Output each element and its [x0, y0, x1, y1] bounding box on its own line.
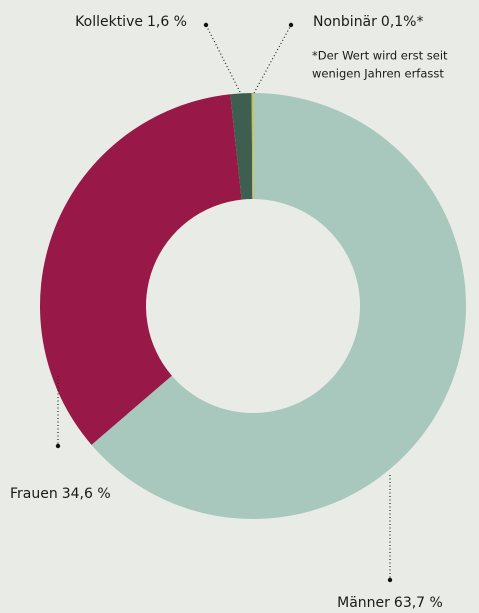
donut-segment	[251, 93, 253, 200]
leader-dot	[55, 443, 61, 449]
segment-label: Frauen 34,6 %	[10, 486, 111, 502]
footnote: wenigen Jahren erfasst	[312, 67, 444, 81]
segment-label: Männer 63,7 %	[337, 595, 443, 611]
segment-value: 1,6 %	[147, 14, 187, 30]
footnote: *Der Wert wird erst seit	[312, 49, 448, 63]
segment-name: Männer	[337, 595, 390, 611]
donut-segment	[91, 93, 466, 520]
segment-label: Kollektive 1,6 %	[75, 14, 187, 30]
donut-segment	[39, 94, 242, 445]
leader-dot	[288, 22, 294, 28]
leader-dot	[387, 577, 393, 583]
leader-dot	[203, 22, 209, 28]
segment-name: Nonbinär	[313, 14, 377, 30]
donut-segment	[230, 93, 253, 200]
segment-value: 63,7 %	[394, 595, 443, 611]
segment-name: Frauen	[10, 486, 58, 502]
segment-value: 0,1%*	[381, 14, 424, 30]
segment-value: 34,6 %	[62, 486, 111, 502]
segment-name: Kollektive	[75, 14, 143, 30]
leader-line	[253, 24, 292, 94]
segment-label: Nonbinär 0,1%*	[313, 14, 423, 30]
